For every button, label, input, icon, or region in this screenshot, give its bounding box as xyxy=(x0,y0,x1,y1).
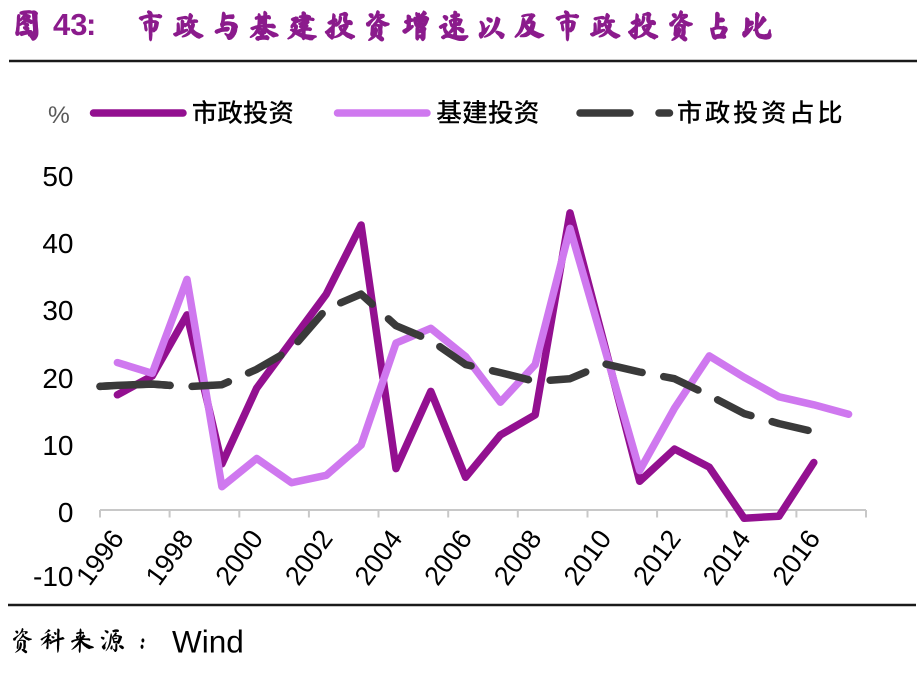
svg-text:20: 20 xyxy=(42,363,73,394)
svg-text:30: 30 xyxy=(42,295,73,326)
svg-text:50: 50 xyxy=(42,161,73,192)
svg-text:%: % xyxy=(48,102,70,129)
svg-text:Wind: Wind xyxy=(172,624,244,660)
svg-text:-10: -10 xyxy=(33,561,73,592)
svg-text:0: 0 xyxy=(58,497,74,528)
svg-text:10: 10 xyxy=(42,430,73,461)
svg-text:43:: 43: xyxy=(53,7,96,42)
svg-text:40: 40 xyxy=(42,228,73,259)
